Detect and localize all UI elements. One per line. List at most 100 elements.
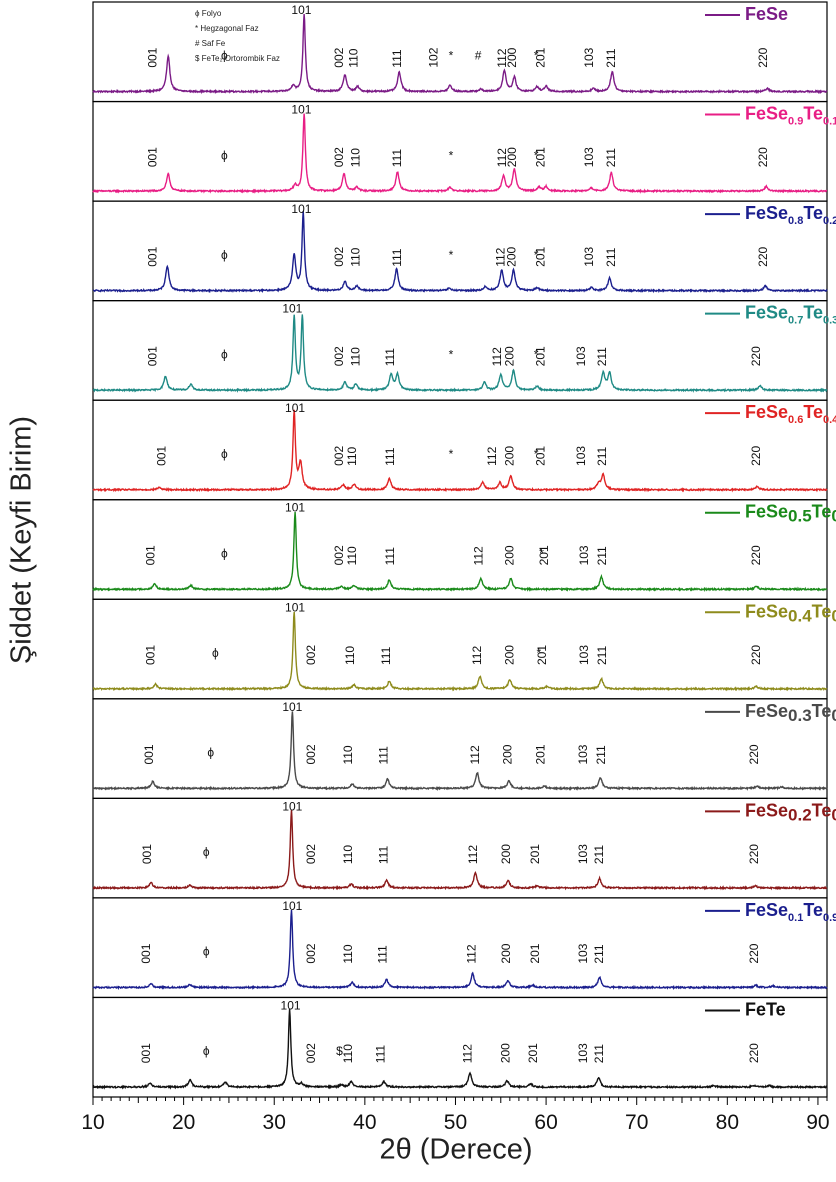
peak-label: ϕ bbox=[221, 347, 228, 361]
peak-label: 201 bbox=[528, 844, 542, 864]
peak-label: 111 bbox=[383, 348, 397, 367]
peak-label: 110 bbox=[341, 845, 355, 864]
peak-label: 112 bbox=[490, 347, 504, 366]
peak-label: 101 bbox=[282, 899, 302, 913]
peak-label: 200 bbox=[502, 446, 516, 466]
peak-label: 101 bbox=[285, 401, 305, 415]
peak-label: ϕ bbox=[203, 1044, 210, 1058]
peak-label: 110 bbox=[348, 247, 362, 266]
peak-label: 211 bbox=[604, 148, 618, 167]
peak-label: 001 bbox=[154, 446, 168, 466]
peak-label: 110 bbox=[347, 48, 361, 67]
peak-label: ϕ bbox=[207, 746, 214, 760]
peak-label: 111 bbox=[376, 846, 390, 865]
peak-label: 200 bbox=[502, 645, 516, 665]
peak-label: 111 bbox=[374, 1045, 388, 1064]
peak-label: 211 bbox=[595, 646, 609, 665]
peak-label: * bbox=[534, 248, 539, 262]
peak-label: 103 bbox=[576, 744, 590, 764]
peak-label: 112 bbox=[466, 845, 480, 864]
peak-label: 101 bbox=[282, 700, 302, 714]
peak-label: 101 bbox=[282, 302, 302, 316]
xrd-pattern-line bbox=[92, 314, 828, 393]
peak-label: * bbox=[449, 148, 454, 162]
peak-label: * bbox=[534, 447, 539, 461]
peak-label: 101 bbox=[282, 799, 302, 813]
panel-frame bbox=[92, 996, 828, 1098]
peak-label: 110 bbox=[343, 646, 357, 665]
peak-label: 103 bbox=[577, 645, 591, 665]
peak-label: 211 bbox=[595, 347, 609, 366]
peak-label: 112 bbox=[470, 646, 484, 665]
peak-label: 103 bbox=[577, 545, 591, 565]
x-tick-label: 60 bbox=[534, 1111, 557, 1134]
panel-frame bbox=[92, 698, 828, 799]
peak-label: 200 bbox=[504, 246, 518, 266]
peak-label: 001 bbox=[145, 147, 159, 167]
peak-label: 200 bbox=[505, 47, 519, 67]
peak-label: # bbox=[475, 49, 482, 63]
peak-label: 111 bbox=[379, 646, 393, 665]
peak-label: 101 bbox=[285, 600, 305, 614]
peak-label: * bbox=[534, 347, 539, 361]
xrd-pattern-line bbox=[92, 1008, 828, 1090]
peak-label: ϕ bbox=[203, 945, 210, 959]
peak-label: 211 bbox=[592, 1044, 606, 1063]
x-tick-label: 30 bbox=[263, 1111, 286, 1134]
legend-entry: FeSe0.7Te0.3 bbox=[745, 303, 836, 327]
peak-label: 211 bbox=[592, 944, 606, 963]
legend-entry: FeTe bbox=[745, 999, 786, 1019]
x-tick-label: 50 bbox=[444, 1111, 467, 1134]
peak-label: 211 bbox=[595, 546, 609, 565]
peak-label: 201 bbox=[533, 147, 547, 167]
peak-label: 220 bbox=[747, 744, 761, 764]
panel-frame bbox=[92, 200, 828, 302]
peak-label: 110 bbox=[341, 1044, 355, 1063]
x-axis-label: 2θ (Derece) bbox=[379, 1133, 533, 1166]
peak-label: 110 bbox=[341, 944, 355, 963]
legend-entry: FeSe0.6Te0.4 bbox=[745, 402, 836, 426]
peak-label: 101 bbox=[281, 998, 301, 1012]
peak-label: 002 bbox=[332, 446, 346, 466]
peak-label: 001 bbox=[144, 545, 158, 565]
peak-label: 111 bbox=[376, 945, 390, 964]
peak-label: 002 bbox=[304, 943, 318, 963]
peak-label: 211 bbox=[592, 845, 606, 864]
peak-label: 002 bbox=[332, 47, 346, 67]
peak-label: 201 bbox=[528, 943, 542, 963]
panel-frame bbox=[92, 300, 828, 401]
peak-label: 201 bbox=[535, 645, 549, 665]
peak-label: 111 bbox=[390, 149, 404, 168]
peak-label: 112 bbox=[461, 1044, 475, 1063]
peak-label: 002 bbox=[332, 147, 346, 167]
peak-label: 103 bbox=[582, 47, 596, 67]
peak-label: * bbox=[537, 646, 542, 660]
peak-label: 103 bbox=[574, 346, 588, 366]
panel-frame bbox=[92, 399, 828, 501]
peak-label: 002 bbox=[304, 645, 318, 665]
peak-label: 111 bbox=[390, 248, 404, 267]
peak-label: 103 bbox=[574, 446, 588, 466]
peak-label: ϕ bbox=[212, 646, 219, 660]
peak-label: 002 bbox=[332, 346, 346, 366]
peak-label: ϕ bbox=[221, 148, 228, 162]
peak-label: 002 bbox=[304, 744, 318, 764]
peak-label: 002 bbox=[304, 844, 318, 864]
peak-label: 220 bbox=[749, 645, 763, 665]
peak-label: 110 bbox=[341, 745, 355, 764]
peak-label: 111 bbox=[383, 447, 397, 466]
peak-label: 112 bbox=[495, 148, 509, 167]
peak-label: ϕ bbox=[203, 845, 210, 859]
peak-label: 002 bbox=[304, 1043, 318, 1063]
peak-label: 201 bbox=[533, 246, 547, 266]
peak-label: 103 bbox=[576, 1043, 590, 1063]
peak-label: 220 bbox=[747, 844, 761, 864]
peak-label: * bbox=[534, 148, 539, 162]
peak-label: 102 bbox=[426, 47, 440, 67]
peak-label: $ bbox=[336, 1044, 343, 1058]
peak-label: 200 bbox=[503, 346, 517, 366]
panel-frame bbox=[92, 598, 828, 700]
